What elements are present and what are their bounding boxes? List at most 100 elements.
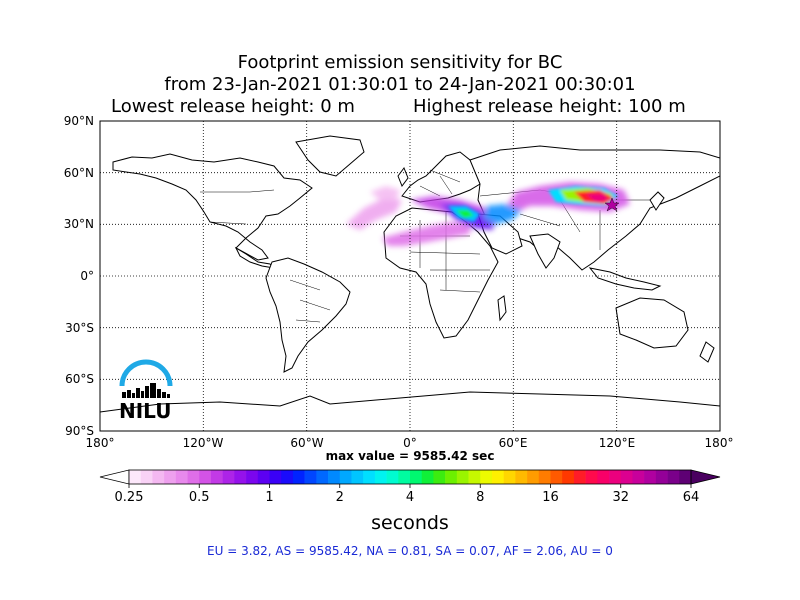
plume-north-africa <box>382 222 470 246</box>
lon-label-60e: 60°E <box>498 436 528 450</box>
colorbar-swatch <box>304 470 317 484</box>
colorbar-tick-label: 4 <box>405 490 415 505</box>
lat-label-60s: 60°S <box>65 372 94 386</box>
north-america-landmass <box>112 153 313 261</box>
lat-label-60n: 60°N <box>63 166 94 180</box>
colorbar-tick-label: 1 <box>265 490 274 505</box>
colorbar-swatch <box>175 470 188 484</box>
max-value-label: max value = 9585.42 sec <box>325 449 495 463</box>
colorbar-swatch <box>410 470 423 484</box>
australia-landmass <box>615 297 689 349</box>
lat-label-equator: 0° <box>80 269 94 283</box>
lon-label-180e: 180° <box>704 436 734 450</box>
plume-faint-atlantic <box>346 198 402 230</box>
colorbar-tick-label: 8 <box>476 490 485 505</box>
plume-asia-core <box>586 194 608 202</box>
lat-label-30n: 30°N <box>63 217 94 231</box>
colorbar-swatch <box>187 470 200 484</box>
colorbar-swatch <box>644 470 657 484</box>
nilu-logo-skyline <box>122 383 170 398</box>
colorbar-tick-label: 16 <box>542 490 559 505</box>
lon-label-60w: 60°W <box>290 436 324 450</box>
lat-label-30s: 30°S <box>65 321 94 335</box>
colorbar <box>99 469 721 488</box>
colorbar-swatch <box>222 470 235 484</box>
borders-europe <box>419 169 461 197</box>
colorbar-swatch <box>152 470 165 484</box>
colorbar-swatch <box>386 470 399 484</box>
map-frame <box>99 120 721 432</box>
colorbar-swatch <box>234 470 247 484</box>
nilu-logo-text: NILU <box>119 399 172 423</box>
border-usa-canada <box>200 189 275 193</box>
colorbar-swatch <box>597 470 610 484</box>
colorbar-tick-label: 0.5 <box>188 490 210 505</box>
colorbar-swatch <box>433 470 446 484</box>
colorbar-swatch <box>480 470 493 484</box>
colorbar-tick-label: 64 <box>682 490 700 505</box>
colorbar-swatch <box>538 470 551 484</box>
nilu-logo <box>119 359 173 398</box>
plume-middle-east-hot <box>456 210 474 218</box>
colorbar-swatch <box>609 470 622 484</box>
colorbar-swatch <box>269 470 282 484</box>
colorbar-tick-label: 2 <box>335 490 344 505</box>
lon-label-180w: 180° <box>85 436 115 450</box>
lowest-release-height: Lowest release height: 0 m <box>111 96 355 117</box>
map-title-line2: from 23-Jan-2021 01:30:01 to 24-Jan-2021… <box>164 74 636 95</box>
nilu-logo-arc <box>119 359 173 387</box>
colorbar-swatch <box>140 470 153 484</box>
map-title-line1: Footprint emission sensitivity for BC <box>237 52 563 73</box>
map-content <box>100 121 720 431</box>
plume-iran-corridor <box>484 204 522 224</box>
colorbar-tick-label: 32 <box>612 490 630 505</box>
colorbar-swatch <box>491 470 504 484</box>
release-location-star <box>604 197 620 212</box>
colorbar-tick-label: 0.25 <box>114 490 144 505</box>
colorbar-swatch <box>246 470 259 484</box>
colorbar-swatch <box>292 470 305 484</box>
lat-label-90s: 90°S <box>65 424 94 438</box>
colorbar-swatch <box>210 470 223 484</box>
colorbar-swatch <box>328 470 341 484</box>
colorbar-swatch <box>257 470 270 484</box>
colorbar-swatch <box>632 470 645 484</box>
new-zealand-islands <box>699 341 715 363</box>
colorbar-swatch <box>456 470 469 484</box>
antarctica-landmass <box>100 391 720 431</box>
colorbar-swatch <box>515 470 528 484</box>
colorbar-swatch <box>468 470 481 484</box>
colorbar-extend-low <box>99 469 130 485</box>
borders-south-america <box>289 279 331 323</box>
colorbar-swatch <box>164 470 177 484</box>
colorbar-swatch <box>527 470 540 484</box>
lon-label-0: 0° <box>403 436 417 450</box>
colorbar-swatch <box>316 470 329 484</box>
colorbar-swatch <box>199 470 212 484</box>
colorbar-swatch <box>550 470 563 484</box>
indonesia-islands <box>588 267 662 291</box>
plume-faint-north-atlantic <box>370 186 400 200</box>
british-isles <box>397 166 409 188</box>
lat-label-90n: 90°N <box>63 114 94 128</box>
colorbar-swatch <box>351 470 364 484</box>
graticule <box>100 121 720 431</box>
colorbar-swatch <box>281 470 294 484</box>
colorbar-swatch <box>129 470 142 484</box>
colorbar-swatch <box>655 470 668 484</box>
colorbar-swatch <box>374 470 387 484</box>
highest-release-height: Highest release height: 100 m <box>413 96 686 117</box>
colorbar-swatch <box>421 470 434 484</box>
south-america-landmass <box>265 257 351 373</box>
emission-plume <box>346 182 630 246</box>
colorbar-swatch <box>339 470 352 484</box>
colorbar-swatch <box>667 470 680 484</box>
colorbar-swatch <box>363 470 376 484</box>
colorbar-units-label: seconds <box>371 512 449 534</box>
madagascar-island <box>497 295 507 322</box>
colorbar-swatch <box>562 470 575 484</box>
colorbar-swatch <box>398 470 411 484</box>
colorbar-swatch <box>573 470 586 484</box>
colorbar-swatch <box>503 470 516 484</box>
